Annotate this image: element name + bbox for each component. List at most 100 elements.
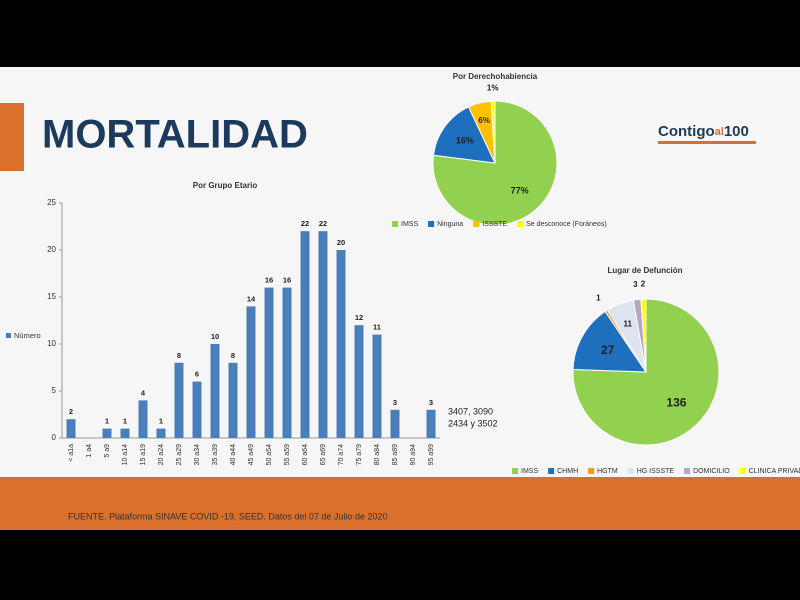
logo-part: al	[715, 126, 724, 138]
x-tick-label: 40 a44	[230, 444, 237, 466]
pie-slice	[490, 100, 496, 164]
pie-slice	[640, 298, 647, 373]
y-tick-label: 15	[47, 292, 56, 301]
data-label: 16	[283, 276, 291, 285]
legend-label: Número	[14, 331, 41, 340]
data-label: 1%	[487, 84, 499, 93]
x-tick-label: 35 a39	[212, 444, 219, 466]
legend-label: Se desconoce (Foráneos)	[526, 221, 607, 228]
data-label: 6%	[478, 116, 490, 125]
bar	[66, 419, 76, 438]
x-tick-label: 5 a9	[104, 444, 111, 458]
footer-source: FUENTE. Plataforma SINAVE COVID -19, SEE…	[68, 511, 387, 521]
legend-swatch	[6, 333, 11, 338]
footer-band	[0, 477, 800, 530]
accent-block	[0, 103, 24, 171]
data-label: 10	[211, 332, 219, 341]
data-label: 6	[195, 370, 199, 379]
chart-title: Lugar de Defunción	[607, 266, 682, 275]
y-tick-label: 25	[47, 198, 56, 207]
legend-label: HG ISSSTE	[637, 468, 675, 475]
legend-label: ISSSTE	[482, 221, 507, 228]
annotation: 2434 y 3502	[448, 418, 498, 428]
y-tick-label: 10	[47, 339, 56, 348]
legend-swatch	[428, 221, 435, 227]
x-tick-label: 1 a4	[86, 444, 93, 458]
bar	[120, 428, 130, 438]
x-tick-label: 80 a84	[374, 444, 381, 466]
logo-underline	[658, 141, 756, 144]
bar	[156, 428, 166, 438]
pie-slice	[432, 106, 496, 164]
chart-title: Por Grupo Etario	[193, 181, 258, 190]
legend-swatch	[392, 221, 398, 227]
data-label: 8	[231, 351, 235, 360]
data-label: 1	[123, 417, 127, 426]
data-label: 3	[633, 280, 638, 289]
x-tick-label: 95 a99	[428, 444, 435, 466]
x-tick-label: 50 a54	[266, 444, 273, 466]
bar	[300, 231, 310, 438]
logo-part: 100	[724, 123, 749, 140]
data-label: 1	[105, 417, 109, 426]
legend-swatch	[684, 468, 691, 474]
bar	[336, 250, 346, 438]
legend-label: DOMICILIO	[693, 468, 730, 475]
x-tick-label: 15 a19	[140, 444, 147, 466]
x-tick-label: 55 a59	[284, 444, 291, 466]
bar	[192, 381, 202, 438]
data-label: 12	[355, 313, 363, 322]
slide-title: MORTALIDAD	[42, 113, 308, 157]
data-label: 4	[141, 388, 146, 397]
y-tick-label: 20	[47, 245, 56, 254]
bar	[372, 334, 382, 438]
legend-label: Ninguna	[437, 221, 463, 228]
legend-label: HGTM	[597, 468, 618, 475]
bar	[228, 362, 238, 438]
data-label: 77%	[511, 185, 529, 195]
annotation: 3407, 3090	[448, 406, 493, 416]
data-label: 3	[393, 398, 397, 407]
legend-swatch	[512, 468, 518, 474]
top-bar	[0, 0, 800, 67]
legend-swatch	[627, 468, 634, 474]
legend-swatch	[473, 221, 480, 227]
x-tick-label: < a1a	[68, 444, 75, 462]
data-label: 16	[265, 276, 273, 285]
bar	[138, 400, 148, 438]
data-label: 136	[666, 396, 686, 410]
data-label: 1	[159, 417, 163, 426]
x-tick-label: 65 a69	[320, 444, 327, 466]
logo-part: Contigo	[658, 123, 715, 140]
x-tick-label: 10 a14	[122, 444, 129, 466]
x-tick-label: 90 a94	[410, 444, 417, 466]
data-label: 2	[69, 407, 73, 416]
data-label: 8	[177, 351, 181, 360]
x-tick-label: 30 a34	[194, 444, 201, 466]
bar	[174, 362, 184, 438]
x-tick-label: 20 a24	[158, 444, 165, 466]
y-tick-label: 5	[52, 386, 57, 395]
x-tick-label: 45 a49	[248, 444, 255, 466]
data-label: 11	[623, 319, 632, 328]
y-tick-label: 0	[52, 433, 57, 442]
bar	[264, 287, 274, 438]
data-label: 20	[337, 238, 345, 247]
legend-label: CHMH	[557, 468, 578, 475]
bar	[282, 287, 292, 438]
bar	[426, 409, 436, 438]
bar	[210, 344, 220, 438]
bar	[354, 325, 364, 438]
data-label: 22	[301, 219, 309, 228]
legend-swatch	[548, 468, 555, 474]
legend-label: IMSS	[401, 221, 418, 228]
data-label: 22	[319, 219, 327, 228]
x-tick-label: 60 a64	[302, 444, 309, 466]
chart-title: Por Derechohabiencia	[453, 72, 538, 81]
data-label: 14	[247, 294, 256, 303]
data-label: 3	[429, 398, 433, 407]
legend-swatch	[588, 468, 595, 474]
x-tick-label: 85 a89	[392, 444, 399, 466]
